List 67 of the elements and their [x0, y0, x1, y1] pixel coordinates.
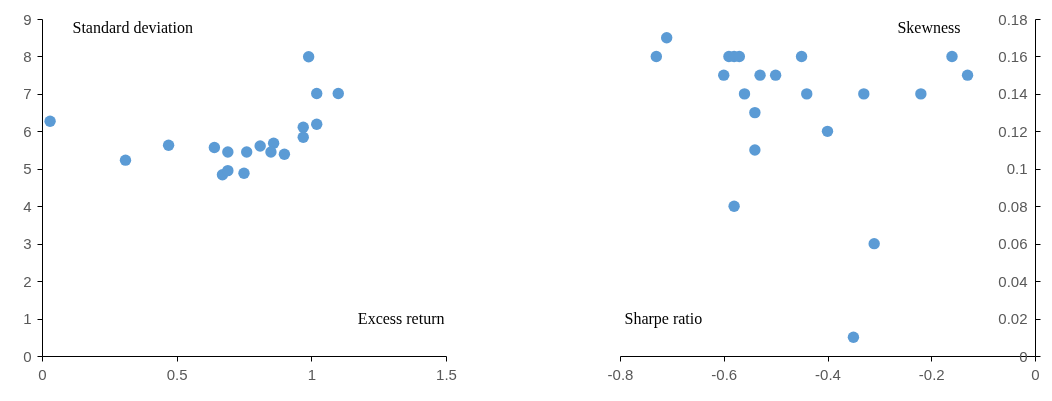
point: [858, 88, 870, 100]
x-tick-label: -0.4: [815, 365, 841, 383]
y-tick-label: 0.1: [1006, 160, 1028, 178]
point: [868, 237, 880, 250]
point: [238, 167, 250, 179]
point: [961, 69, 974, 81]
x-tick-label: 0: [1031, 365, 1040, 383]
y-tick-label: 0.04: [998, 272, 1028, 290]
y-tick-label: 5: [23, 160, 32, 178]
point: [650, 50, 663, 63]
y-tick-label: 9: [23, 10, 32, 28]
y-tick-label: 3: [23, 235, 32, 253]
y-tick-label: 0.08: [998, 197, 1028, 215]
y-tick-label: 0.18: [998, 10, 1028, 28]
y-tick-label: 7: [23, 85, 32, 103]
y-tick-label: 0.06: [998, 235, 1028, 253]
point: [915, 88, 927, 100]
point: [754, 69, 766, 81]
y-tick-label: 4: [23, 197, 32, 215]
y-tick-label: 1: [23, 310, 32, 328]
point: [332, 87, 344, 100]
y-tick-label: 2: [23, 272, 32, 290]
point: [946, 50, 958, 63]
point: [311, 87, 323, 100]
point: [311, 118, 323, 130]
point: [795, 50, 808, 63]
point: [265, 146, 277, 158]
x-tick-label: 1: [307, 365, 317, 383]
point: [297, 131, 309, 144]
point: [660, 32, 673, 44]
point: [222, 146, 234, 158]
x-tick-label: 0.5: [166, 365, 188, 383]
y-tick-label: 0.14: [998, 85, 1028, 103]
x-tick-label: -0.2: [918, 365, 945, 383]
point: [847, 331, 860, 343]
x-tick-label: 1.5: [436, 365, 457, 383]
y-tick-label: 0.16: [998, 47, 1028, 65]
y-axis-title: Standard deviation: [72, 18, 193, 36]
point: [749, 144, 761, 156]
y-tick-label: 0: [23, 347, 32, 365]
x-axis-title: Excess return: [357, 309, 445, 327]
point: [821, 125, 834, 138]
point: [162, 139, 175, 151]
point: [801, 88, 813, 100]
y-tick-label: 8: [23, 47, 32, 65]
point: [769, 69, 782, 81]
x-axis-title: Sharpe ratio: [624, 309, 703, 328]
point: [297, 121, 309, 133]
point: [208, 141, 221, 154]
point: [254, 140, 266, 152]
y-tick-label: 6: [23, 122, 32, 140]
y-tick-label: 0.12: [998, 122, 1028, 140]
point: [278, 148, 291, 160]
point: [119, 154, 132, 166]
y-axis-title: Skewness: [897, 18, 961, 36]
point: [302, 51, 315, 63]
point: [222, 164, 234, 177]
point: [738, 88, 751, 100]
point: [728, 200, 740, 212]
x-tick-label: -0.6: [711, 365, 738, 383]
point: [718, 69, 730, 81]
point: [44, 115, 56, 127]
y-tick-label: 0.02: [998, 310, 1028, 328]
x-tick-label: 0: [38, 365, 47, 383]
point: [240, 146, 253, 158]
x-tick-label: -0.8: [607, 365, 634, 383]
point: [749, 106, 761, 119]
